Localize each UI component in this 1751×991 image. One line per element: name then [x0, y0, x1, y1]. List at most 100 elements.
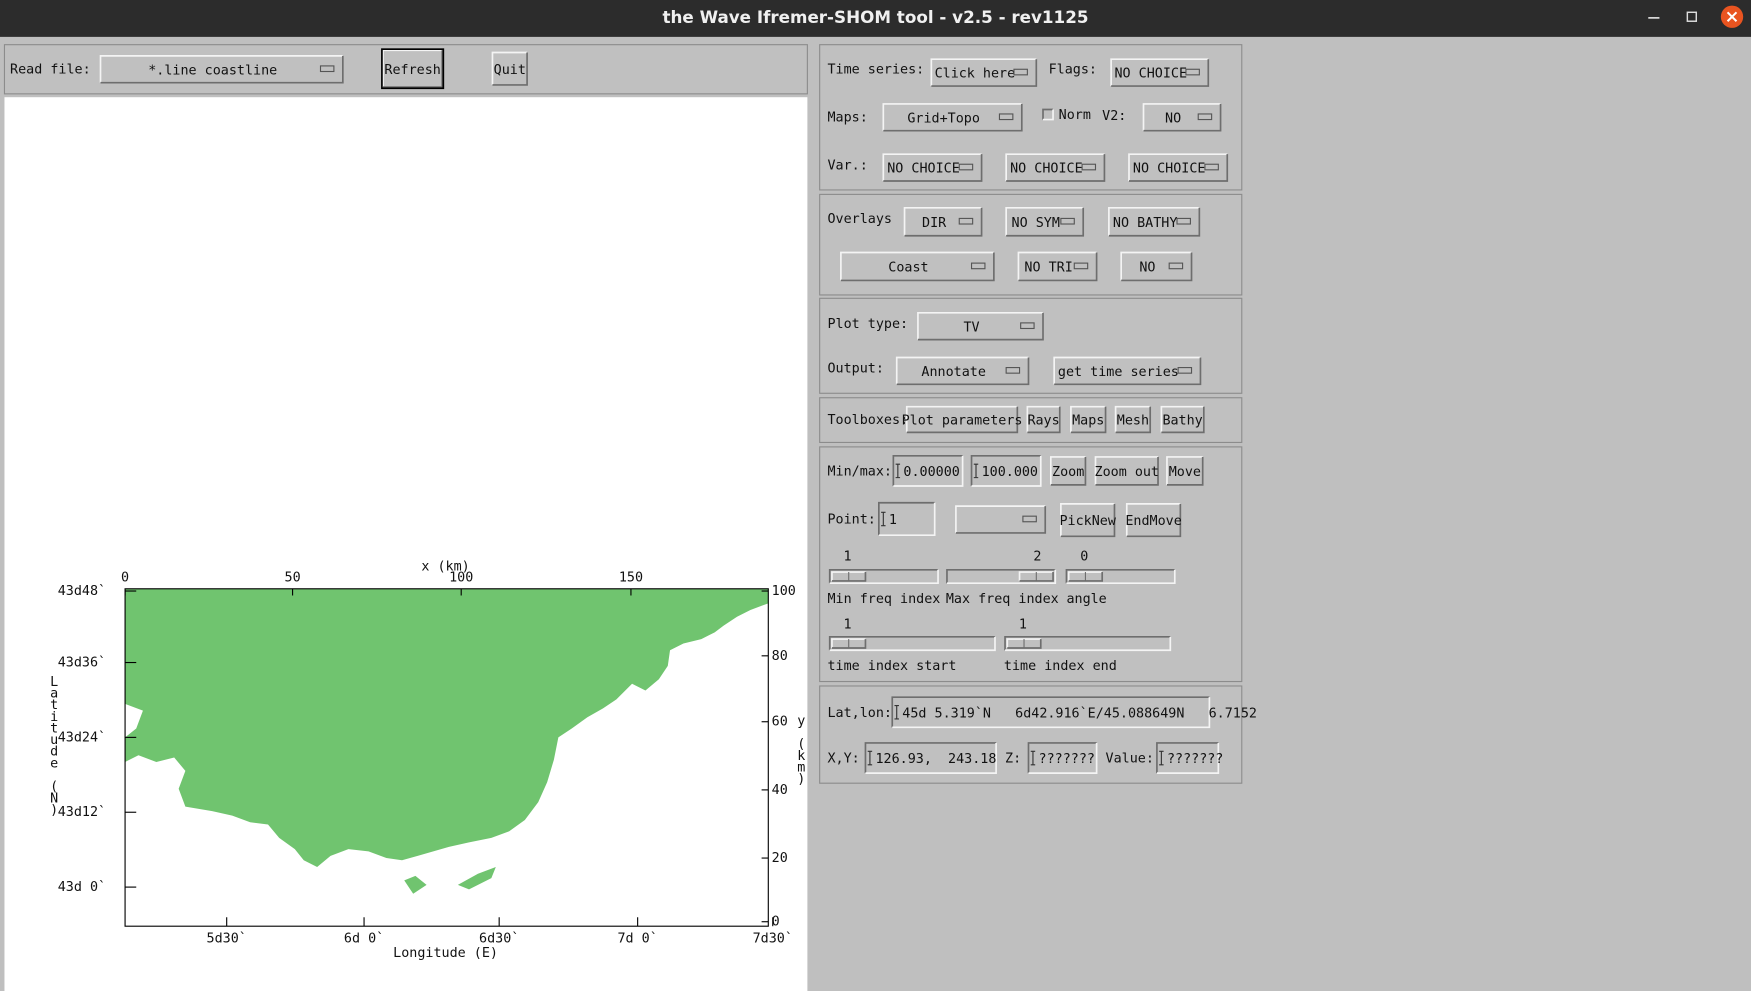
- button[interactable]: EndMove: [1125, 503, 1182, 538]
- slider-value: 2: [1033, 549, 1041, 564]
- slider-thumb[interactable]: [1006, 638, 1042, 649]
- button[interactable]: Move: [1166, 456, 1204, 486]
- slider[interactable]: [1004, 635, 1172, 652]
- dropdown-label: NO: [1165, 111, 1181, 126]
- dropdown[interactable]: NO CHOICE: [882, 153, 983, 182]
- slider[interactable]: [1065, 568, 1176, 585]
- bevel-dark: [1111, 59, 1210, 87]
- button[interactable]: Bathy: [1160, 405, 1205, 434]
- dropdown[interactable]: Annotate: [895, 356, 1030, 386]
- dropdown[interactable]: NO CHOICE: [1128, 153, 1229, 182]
- button[interactable]: Maps: [1070, 405, 1107, 434]
- slider-thumb[interactable]: [831, 571, 867, 582]
- lon-tick-label: 6d 0`: [344, 930, 384, 946]
- bevel-light: [1108, 206, 1200, 236]
- bevel-light: [1065, 568, 1175, 584]
- slider-label: angle: [1066, 592, 1106, 607]
- frame: [883, 103, 1022, 131]
- bevel-dark: [1108, 207, 1201, 237]
- dropdown[interactable]: TV: [917, 311, 1044, 341]
- text-input[interactable]: ???????: [1027, 742, 1098, 774]
- bevel-dark: [1121, 252, 1193, 282]
- bevel-dark: [383, 50, 444, 88]
- dropdown[interactable]: NO SYM: [1005, 206, 1085, 237]
- slider-label: Min freq index: [827, 592, 940, 607]
- dropdown-label: NO CHOICE: [1114, 67, 1187, 82]
- slider-label: Max freq index: [946, 592, 1059, 607]
- bevel-light: [892, 454, 963, 487]
- lon-tick-label: 5d30`: [207, 930, 247, 946]
- bevel-light: [946, 568, 1056, 584]
- dropdown-label: NO CHOICE: [1133, 162, 1206, 177]
- dropdown[interactable]: [955, 505, 1047, 534]
- quit-button[interactable]: Quit: [491, 51, 528, 86]
- slider[interactable]: [946, 568, 1057, 585]
- bevel-dark: [865, 742, 997, 774]
- button[interactable]: PickNew: [1059, 503, 1117, 538]
- bevel-light: [831, 638, 866, 649]
- text-cursor: [1159, 750, 1164, 766]
- bevel-light: [828, 635, 995, 651]
- refresh-button[interactable]: Refresh: [381, 48, 445, 90]
- dropdown[interactable]: get time series: [1053, 356, 1202, 386]
- dropdown[interactable]: Click here: [930, 58, 1038, 87]
- slider-thumb[interactable]: [1067, 571, 1104, 582]
- dropdown[interactable]: *.line coastline: [99, 55, 344, 84]
- label: V2:: [1102, 109, 1126, 124]
- bevel-dark: [829, 636, 996, 652]
- text-cursor: [867, 750, 873, 766]
- dropdown[interactable]: NO: [1120, 251, 1193, 282]
- maximize-button[interactable]: [1686, 11, 1698, 22]
- dropdown-indicator: [1176, 217, 1191, 225]
- bevel-dark: [1028, 742, 1098, 774]
- text-input[interactable]: ???????: [1156, 742, 1223, 774]
- dropdown[interactable]: NO CHOICE: [1005, 153, 1106, 182]
- frame: [1126, 503, 1181, 537]
- button-label: Mesh: [1117, 414, 1149, 429]
- bevel-light: [1128, 153, 1228, 181]
- map: [124, 588, 769, 927]
- dropdown-indicator: [958, 163, 974, 171]
- slider[interactable]: [828, 635, 996, 652]
- text-input[interactable]: 45d 5.319`N 6d42.916`E/45.088649N 6.7152: [891, 696, 1257, 729]
- close-button[interactable]: [1720, 5, 1744, 28]
- button[interactable]: Rays: [1026, 405, 1061, 434]
- button[interactable]: Plot parameters: [902, 405, 1023, 434]
- dropdown[interactable]: DIR: [903, 206, 983, 237]
- frame: [492, 52, 528, 85]
- text-input[interactable]: 126.93, 243.18: [864, 742, 997, 774]
- bevel-dark: [906, 406, 1019, 434]
- button[interactable]: Zoom out: [1095, 456, 1159, 486]
- bevel-dark: [1068, 572, 1104, 582]
- bevel-dark: [1018, 252, 1098, 282]
- button-label: Refresh: [384, 63, 440, 78]
- dropdown-label: NO TRI: [1024, 261, 1072, 276]
- button[interactable]: Zoom: [1049, 456, 1087, 486]
- bevel-dark: [1161, 406, 1205, 434]
- slider-thumb[interactable]: [1018, 571, 1054, 582]
- text-input[interactable]: 1: [878, 501, 936, 537]
- bevel-light: [1026, 405, 1060, 433]
- checkbox[interactable]: [1042, 108, 1054, 121]
- bevel-dark: [931, 59, 1038, 87]
- dropdown[interactable]: NO: [1142, 103, 1222, 132]
- button-label: PickNew: [1059, 514, 1116, 529]
- bevel-dark: [831, 572, 867, 582]
- slider[interactable]: [828, 568, 939, 585]
- dropdown[interactable]: NO BATHY: [1108, 206, 1201, 237]
- frame: [1156, 742, 1219, 774]
- dropdown[interactable]: NO CHOICE: [1110, 58, 1210, 87]
- slider-thumb[interactable]: [831, 638, 867, 649]
- dropdown[interactable]: Grid+Topo: [882, 103, 1023, 132]
- text-input[interactable]: 0.00000: [892, 454, 964, 487]
- dropdown-label: Coast: [888, 261, 928, 276]
- text-input[interactable]: 100.000: [970, 454, 1042, 487]
- label: Var.:: [827, 158, 867, 173]
- input-value: 45d 5.319`N 6d42.916`E/45.088649N 6.7152: [902, 705, 1257, 721]
- dropdown-indicator: [958, 217, 974, 225]
- label: Z:: [1005, 752, 1021, 767]
- button-label: EndMove: [1125, 514, 1181, 529]
- dropdown[interactable]: Coast: [840, 251, 995, 282]
- dropdown[interactable]: NO TRI: [1017, 251, 1098, 282]
- button[interactable]: Mesh: [1114, 405, 1152, 434]
